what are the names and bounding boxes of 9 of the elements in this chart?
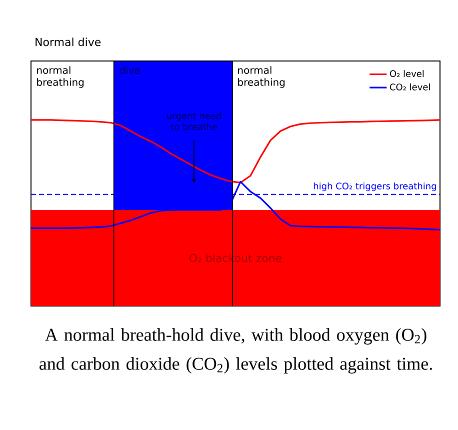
chart-title: Normal dive bbox=[36, 38, 101, 46]
text: A normal breath-hold dive, with blood oxygen (O$_{2}$) and carbon dioxide (CO$_{2}$) levels plotted against time. bbox=[40, 328, 432, 374]
text: dive bbox=[120, 66, 140, 74]
text: normal breathing bbox=[37, 66, 84, 88]
annotation: urgent need to breathe bbox=[167, 112, 221, 130]
ref-line-label: high CO₂ triggers breathing bbox=[314, 182, 436, 192]
legend-label: O₂ level bbox=[390, 70, 424, 78]
legend-label: CO₂ level bbox=[390, 83, 430, 90]
text: normal breathing bbox=[238, 66, 285, 88]
